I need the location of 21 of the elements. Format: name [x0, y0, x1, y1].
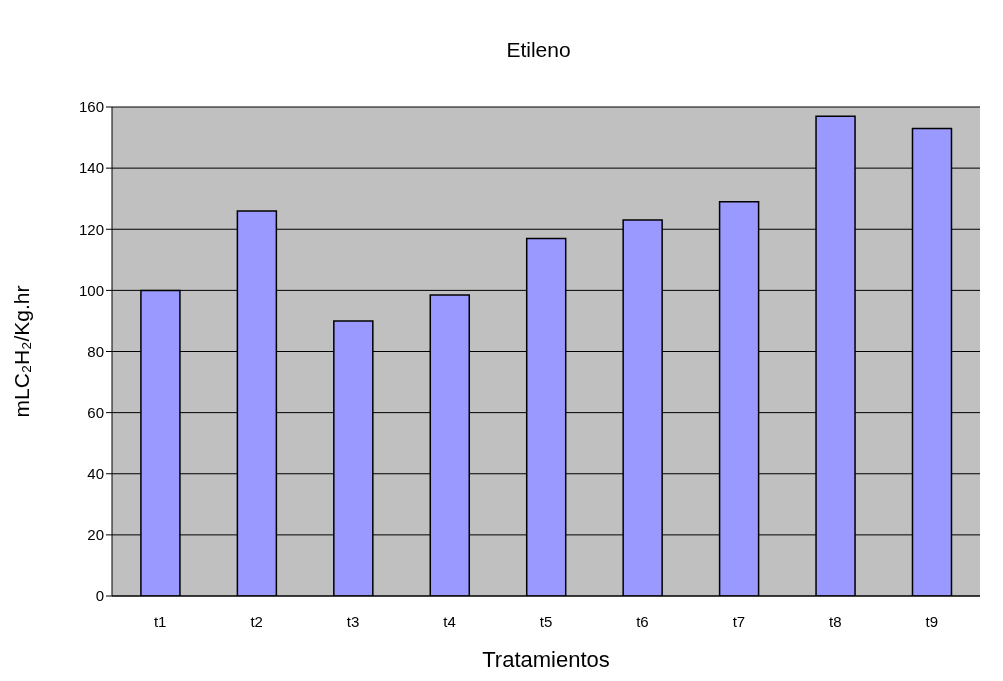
x-tick-label: t8 [829, 612, 842, 630]
x-tick-label: t6 [636, 612, 649, 630]
x-tick-label: t9 [925, 612, 939, 630]
y-tick-label: 140 [78, 159, 104, 177]
x-tick-label: t5 [539, 612, 553, 630]
x-tick-label: t4 [443, 612, 456, 630]
x-tick-label: t3 [346, 612, 360, 630]
y-tick-label: 160 [78, 98, 104, 116]
y-axis-title: mLC₂H₂/Kg.hr [10, 285, 34, 418]
x-tick-label: t7 [732, 612, 746, 630]
x-axis-title: Tratamientos [482, 647, 610, 672]
x-tick-label: t2 [250, 612, 263, 630]
y-tick-label: 0 [95, 587, 104, 605]
y-tick-label: 60 [87, 403, 104, 421]
y-tick-label: 80 [87, 342, 104, 360]
chart-title: Etileno [506, 38, 571, 61]
y-tick-label: 40 [87, 465, 104, 483]
y-tick-label: 120 [78, 220, 104, 238]
y-tick-label: 20 [87, 526, 104, 544]
x-tick-label: t1 [153, 612, 167, 630]
y-tick-label: 100 [78, 281, 104, 299]
